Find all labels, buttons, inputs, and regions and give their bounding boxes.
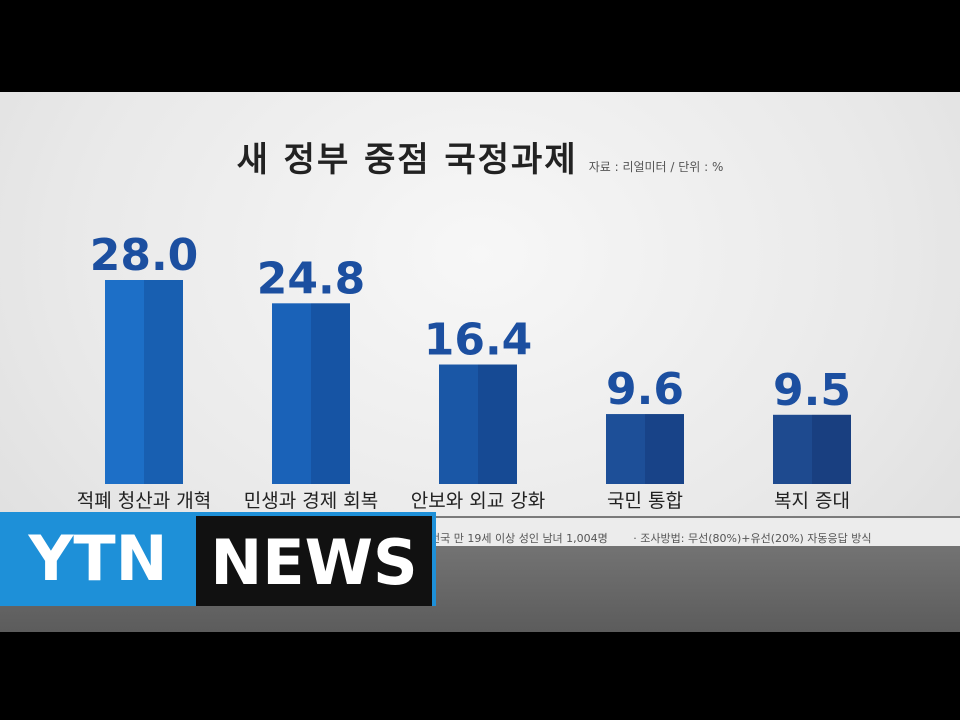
footnote-method: · 조사방법: 무선(80%)+유선(20%) 자동응답 방식 bbox=[633, 532, 872, 545]
category-label-4: 복지 증대 bbox=[774, 490, 850, 512]
bar-chart: 28.0 적폐 청산과 개혁 24.8 민생과 경제 회복 16.4 안보와 외교 강화 9… bbox=[77, 230, 851, 512]
category-label-0: 적폐 청산과 개혁 bbox=[77, 490, 211, 512]
chart-source: 자료 : 리얼미터 / 단위 : % bbox=[588, 160, 724, 174]
value-label-2: 16.4 bbox=[424, 315, 533, 366]
bar-shade-1 bbox=[311, 303, 350, 484]
category-label-3: 국민 통합 bbox=[607, 490, 683, 512]
bar-3 bbox=[606, 414, 684, 484]
value-label-3: 9.6 bbox=[606, 364, 684, 415]
bar-shade-0 bbox=[144, 280, 183, 484]
chart-title: 새 정부 중점 국정과제 bbox=[236, 140, 578, 180]
value-label-0: 28.0 bbox=[90, 230, 199, 281]
bar-shade-2 bbox=[478, 364, 517, 484]
ytn-news-logo: YTN NEWS bbox=[0, 512, 436, 606]
category-label-1: 민생과 경제 회복 bbox=[244, 490, 378, 512]
chart-title-block: 새 정부 중점 국정과제 자료 : 리얼미터 / 단위 : % bbox=[0, 132, 960, 181]
category-label-2: 안보와 외교 강화 bbox=[411, 490, 545, 512]
value-label-4: 9.5 bbox=[773, 365, 851, 416]
bar-1 bbox=[272, 303, 350, 484]
bar-4 bbox=[773, 414, 851, 484]
footnote-target: 전국 만 19세 이상 성인 남녀 1,004명 bbox=[430, 532, 608, 545]
value-label-1: 24.8 bbox=[257, 253, 366, 304]
ytn-logo-text: YTN bbox=[0, 512, 196, 606]
news-logo-text: NEWS bbox=[196, 512, 436, 606]
bar-shade-3 bbox=[645, 414, 684, 484]
chart-frame: 새 정부 중점 국정과제 자료 : 리얼미터 / 단위 : % 28.0 적폐 청… bbox=[0, 92, 960, 632]
bar-0 bbox=[105, 280, 183, 484]
footnote: 전국 만 19세 이상 성인 남녀 1,004명 · 조사방법: 무선(80%)… bbox=[430, 530, 893, 546]
bar-shade-4 bbox=[812, 414, 851, 484]
bar-2 bbox=[439, 364, 517, 484]
